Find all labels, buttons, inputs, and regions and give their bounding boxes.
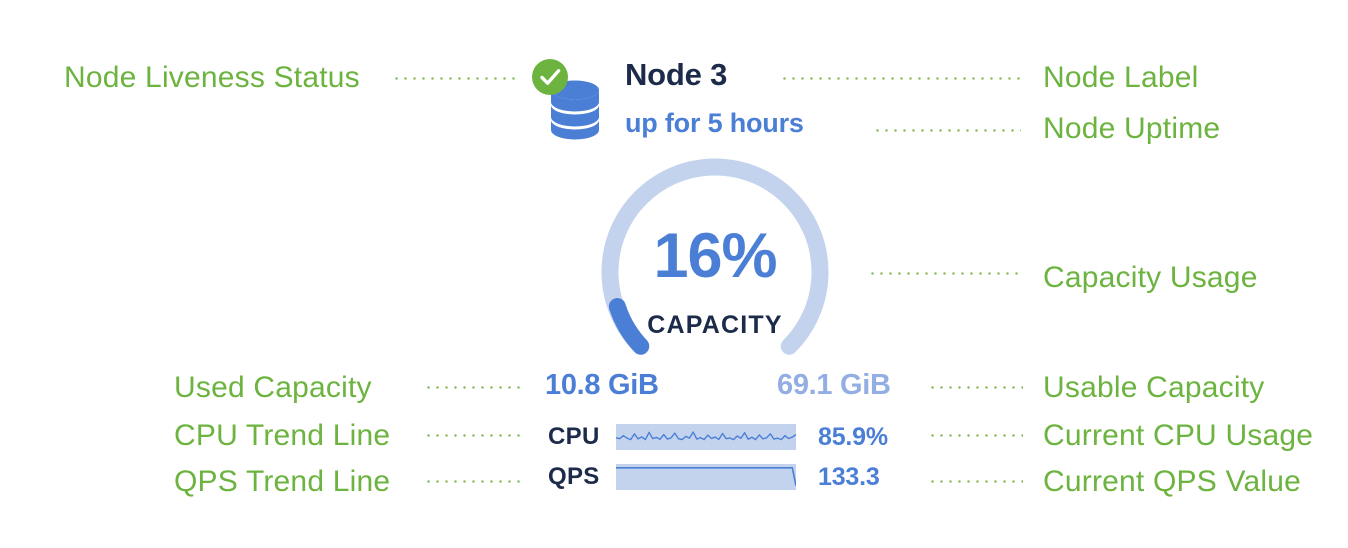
leader-cpu-trend-line — [424, 434, 524, 437]
database-icon — [551, 80, 599, 140]
leader-node-uptime — [873, 129, 1021, 132]
cpu-trend-sparkline[interactable] — [616, 424, 796, 450]
annotation-used-capacity: Used Capacity — [174, 371, 372, 404]
database-check-icon — [532, 59, 599, 140]
node-uptime: up for 5 hours — [625, 108, 804, 138]
annotation-usable-capacity: Usable Capacity — [1043, 371, 1265, 404]
qps-sparkline-path — [616, 467, 796, 487]
current-cpu-usage-value: 85.9% — [818, 422, 888, 451]
leader-qps-trend-line — [424, 480, 524, 483]
gauge-arc — [601, 158, 829, 355]
capacity-usage-percent: 16% — [653, 221, 777, 291]
annotation-current-qps-value: Current QPS Value — [1043, 465, 1301, 498]
annotation-capacity-usage: Capacity Usage — [1043, 261, 1258, 294]
gauge-fill — [608, 298, 650, 355]
cpu-metric-label: CPU — [548, 423, 600, 450]
annotation-cpu-trend-line: CPU Trend Line — [174, 419, 391, 452]
leader-node-liveness-status — [392, 77, 520, 80]
leader-current-cpu-usage — [928, 434, 1023, 437]
usable-capacity-value: 69.1 GiB — [777, 369, 891, 401]
qps-metric-row: QPS 133.3 — [548, 460, 938, 494]
used-capacity-value: 10.8 GiB — [545, 369, 659, 401]
check-badge-icon — [532, 59, 568, 95]
annotation-current-cpu-usage: Current CPU Usage — [1043, 419, 1314, 452]
leader-capacity-usage — [868, 272, 1023, 275]
annotation-node-uptime: Node Uptime — [1043, 112, 1221, 145]
annotation-qps-trend-line: QPS Trend Line — [174, 465, 391, 498]
qps-trend-sparkline[interactable] — [616, 464, 796, 490]
qps-metric-label: QPS — [548, 463, 600, 490]
cpu-metric-row: CPU 85.9% — [548, 420, 938, 454]
leader-usable-capacity — [928, 386, 1023, 389]
capacity-gauge-caption: CAPACITY — [647, 311, 783, 339]
leader-current-qps-value — [928, 480, 1023, 483]
cpu-sparkline-path — [616, 431, 796, 441]
leader-used-capacity — [424, 386, 524, 389]
annotation-node-liveness-status: Node Liveness Status — [64, 61, 360, 94]
leader-node-label — [780, 77, 1020, 80]
current-qps-value: 133.3 — [818, 462, 880, 491]
node-liveness-status-icon[interactable] — [531, 58, 605, 150]
annotation-node-label: Node Label — [1043, 61, 1199, 94]
gauge-track — [601, 158, 829, 355]
capacity-gauge[interactable] — [565, 158, 865, 373]
node-label[interactable]: Node 3 — [625, 57, 728, 92]
